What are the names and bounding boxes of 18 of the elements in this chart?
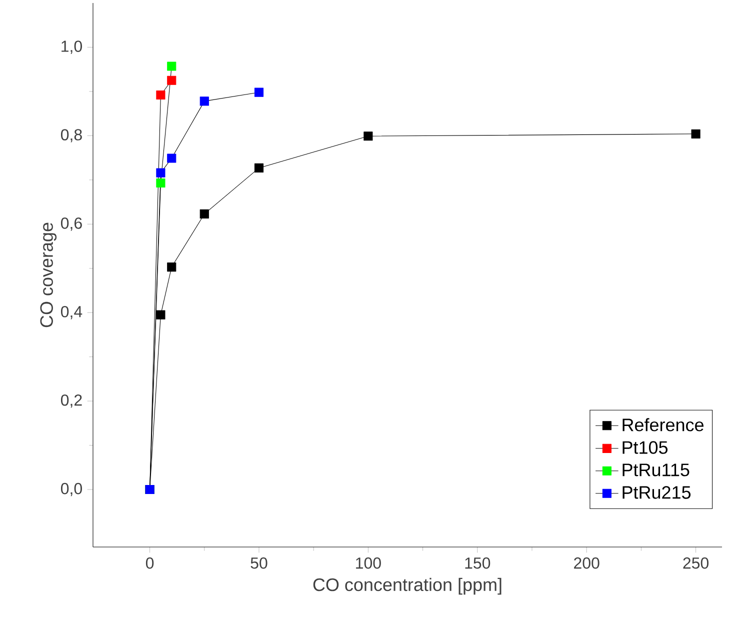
- x-tick-label: 200: [574, 557, 600, 569]
- y-tick-label: 1,0: [62, 40, 82, 54]
- x-tick-label: 100: [356, 557, 381, 569]
- y-axis-title: CO coverage: [40, 222, 57, 328]
- y-tick-label: 0,4: [60, 306, 82, 320]
- y-tick-label: 0,8: [60, 129, 82, 142]
- legend-label: PtRu215: [622, 486, 691, 499]
- x-tick-label: 150: [465, 557, 490, 569]
- y-tick-label: 0,6: [60, 218, 82, 231]
- legend-label: Pt105: [622, 441, 668, 454]
- x-tick-label: 250: [683, 557, 709, 569]
- legend-label: Reference: [622, 418, 704, 432]
- x-tick-label: 0: [146, 557, 154, 569]
- legend-label: PtRu115: [622, 464, 690, 476]
- y-tick-label: 0,0: [60, 482, 82, 496]
- x-axis-title: CO concentration [ppm]: [313, 578, 502, 595]
- x-tick-label: 50: [250, 557, 268, 569]
- y-tick-label: 0,2: [60, 394, 82, 408]
